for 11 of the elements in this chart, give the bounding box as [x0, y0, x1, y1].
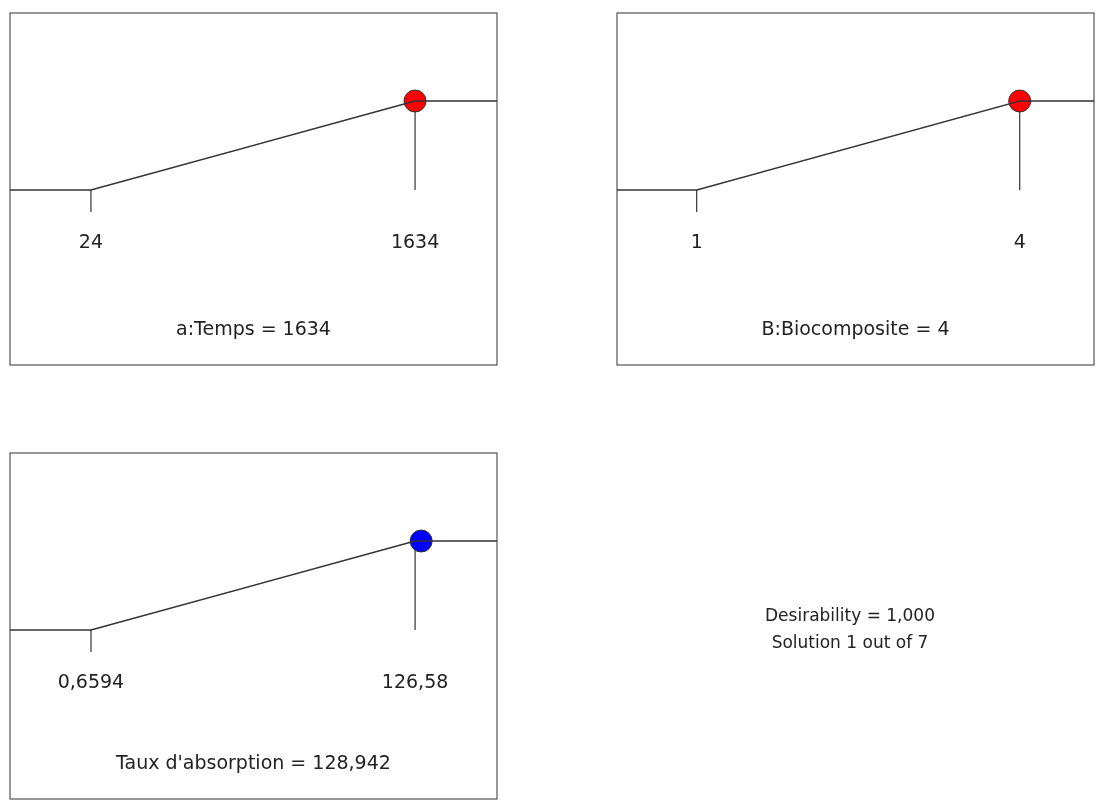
x-tick-label: 4: [1013, 230, 1026, 252]
x-axis-title: Taux d'absorption = 128,942: [115, 751, 391, 773]
x-tick-label: 126,58: [381, 670, 449, 692]
text: Desirability = 1,000: [765, 605, 935, 625]
text: Solution 1 out of 7: [771, 632, 929, 652]
x-axis-title: a:Temps = 1634: [176, 317, 331, 339]
x-axis-title: B:Biocomposite = 4: [761, 317, 950, 339]
x-tick-label: 1634: [390, 230, 440, 252]
x-tick-label: 1: [690, 230, 703, 252]
x-tick-label: 24: [78, 230, 104, 252]
x-tick-label: 0,6594: [57, 670, 125, 692]
